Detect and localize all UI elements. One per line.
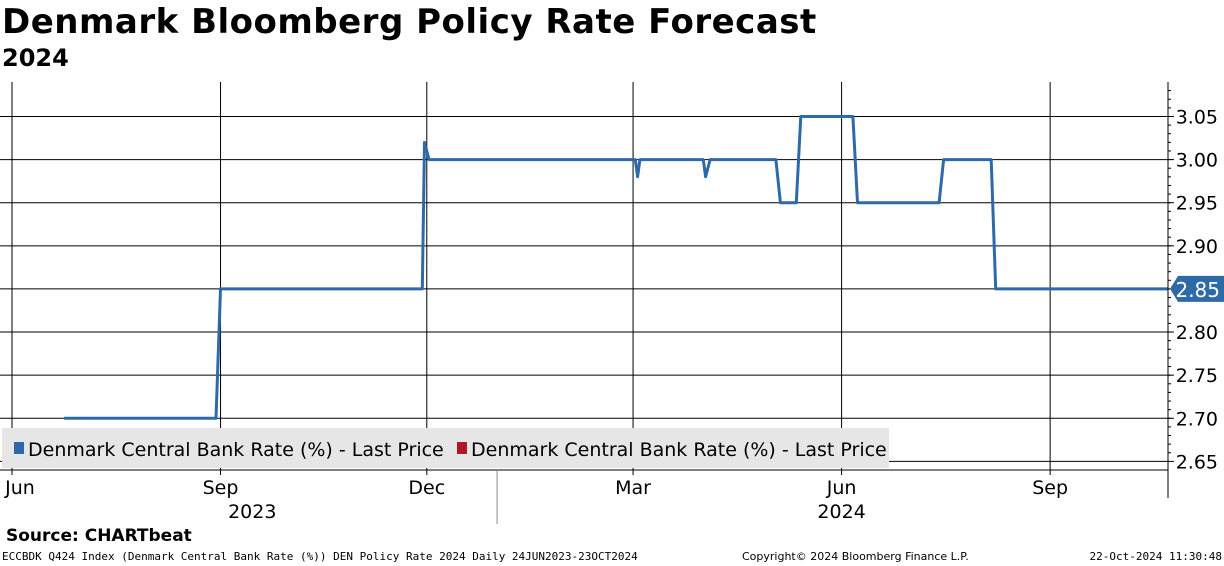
footer-ticker-info: ECCBDK Q424 Index (Denmark Central Bank … bbox=[2, 550, 638, 563]
axis-layer: 2.652.702.752.802.852.902.953.003.052.85… bbox=[0, 82, 1224, 524]
y-tick-label: 2.95 bbox=[1176, 193, 1218, 215]
legend: Denmark Central Bank Rate (%) - Last Pri… bbox=[2, 428, 889, 468]
legend-swatch bbox=[457, 442, 467, 454]
source-note: Source: CHARTbeat bbox=[6, 526, 192, 546]
legend-swatch bbox=[14, 442, 24, 454]
footer-copyright: Copyright© 2024 Bloomberg Finance L.P. bbox=[742, 550, 969, 563]
y-tick-label: 2.75 bbox=[1176, 365, 1218, 387]
x-tick-label: Sep bbox=[203, 477, 239, 499]
x-tick-label: Mar bbox=[615, 477, 651, 499]
y-tick-label: 2.80 bbox=[1176, 322, 1218, 344]
x-tick-label: Jun bbox=[4, 477, 35, 499]
year-label: 2023 bbox=[228, 501, 276, 523]
series-line bbox=[64, 115, 1168, 420]
series-layer bbox=[64, 115, 1168, 420]
last-value-label: 2.85 bbox=[1175, 278, 1220, 302]
x-tick-label: Dec bbox=[408, 477, 445, 499]
y-tick-label: 2.65 bbox=[1176, 451, 1218, 473]
y-tick-label: 3.00 bbox=[1176, 150, 1218, 172]
legend-label: Denmark Central Bank Rate (%) - Last Pri… bbox=[471, 439, 887, 461]
legend-background bbox=[2, 428, 889, 468]
chart-subtitle: 2024 bbox=[2, 44, 69, 72]
x-tick-label: Jun bbox=[826, 477, 857, 499]
y-tick-label: 2.70 bbox=[1176, 408, 1218, 430]
grid-layer bbox=[0, 82, 1168, 470]
y-tick-label: 3.05 bbox=[1176, 106, 1218, 128]
year-label: 2024 bbox=[817, 501, 865, 523]
last-value-marker bbox=[1170, 275, 1224, 302]
x-tick-label: Sep bbox=[1032, 477, 1068, 499]
legend-label: Denmark Central Bank Rate (%) - Last Pri… bbox=[28, 439, 444, 461]
footer-timestamp: 22-Oct-2024 11:30:48 bbox=[1089, 550, 1222, 563]
y-tick-label: 2.90 bbox=[1176, 236, 1218, 258]
chart-title: Denmark Bloomberg Policy Rate Forecast bbox=[2, 2, 817, 42]
